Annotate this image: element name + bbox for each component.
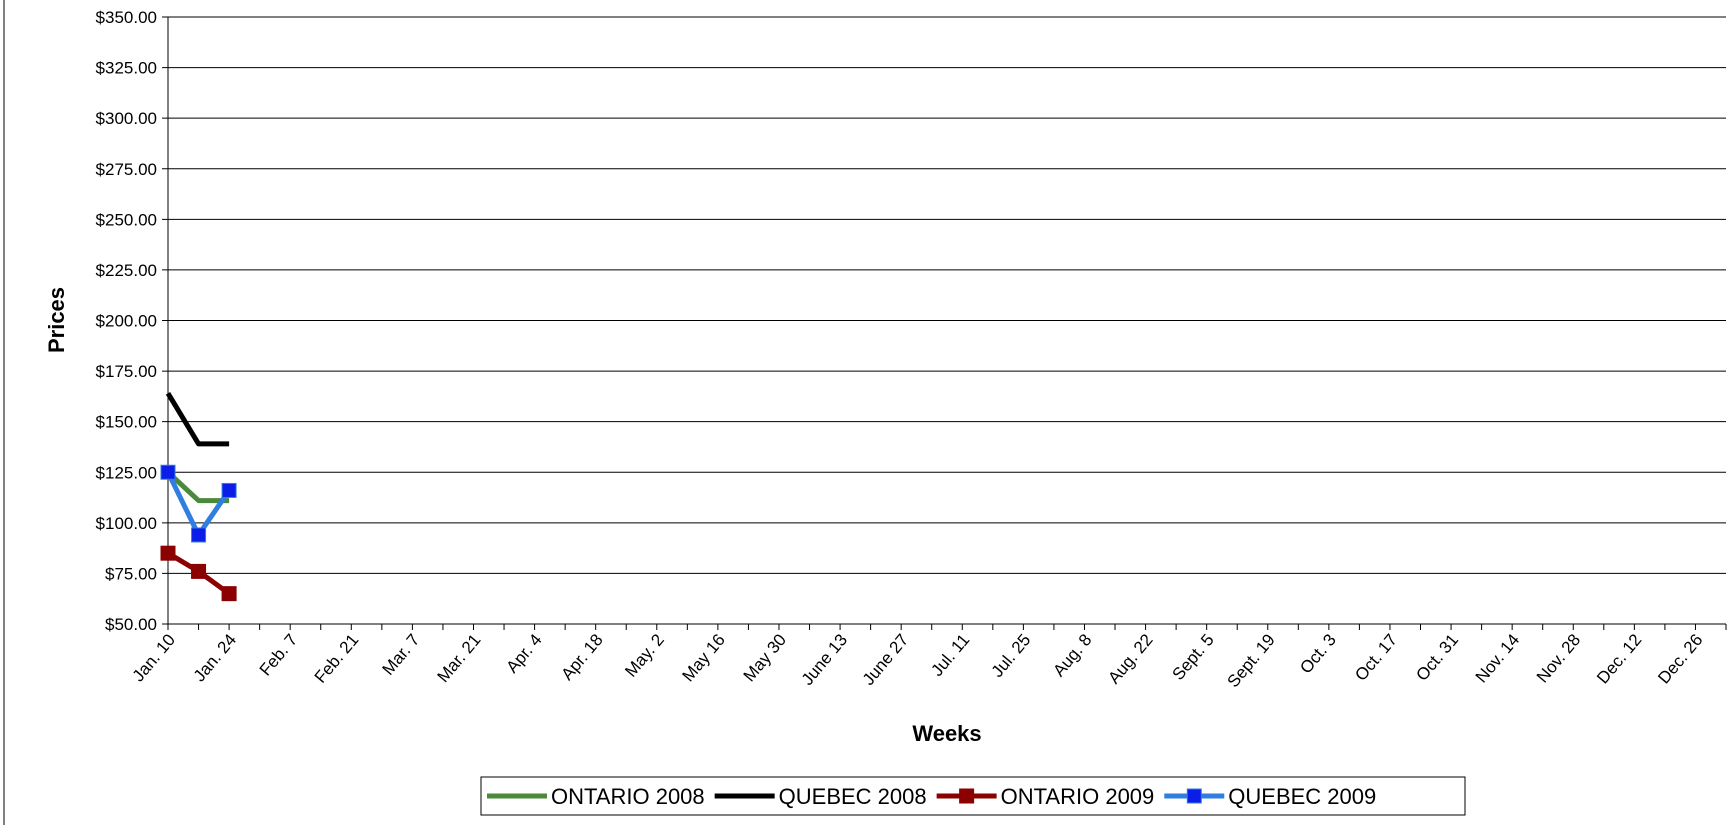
x-tick-label: Nov. 28 — [1533, 630, 1584, 686]
data-point-quebec-2009 — [221, 482, 237, 498]
series-layer — [160, 392, 237, 602]
y-axis-label: Prices — [44, 287, 69, 353]
x-axis: Jan. 10 Jan. 24 Feb. 7 Feb. 21 Mar. 7 Mar. 21… — [129, 623, 1727, 691]
y-tick-label: $125.00 — [96, 463, 157, 482]
x-tick-label: Dec. 26 — [1654, 630, 1706, 687]
y-tick-label: $225.00 — [96, 261, 157, 280]
x-axis-label: Weeks — [912, 721, 981, 746]
y-tick-label: $75.00 — [105, 564, 157, 583]
x-tick-label: Sept. 5 — [1169, 630, 1218, 683]
y-tick-label: $100.00 — [96, 514, 157, 533]
x-tick-label: Oct. 3 — [1296, 630, 1340, 677]
y-tick-label: $250.00 — [96, 210, 157, 229]
x-tick-label: Feb. 21 — [311, 630, 363, 686]
y-tick-label: $50.00 — [105, 615, 157, 634]
y-tick-label: $200.00 — [96, 312, 157, 331]
x-tick-label: Jan. 10 — [129, 630, 179, 685]
x-tick-label: June 13 — [798, 630, 851, 689]
y-tick-label: $325.00 — [96, 59, 157, 78]
x-tick-label: Apr. 18 — [558, 630, 607, 683]
legend: ONTARIO 2008 QUEBEC 2008 ONTARIO 2009 QUEBE… — [480, 776, 1466, 816]
x-tick-label: Mar. 21 — [434, 630, 485, 686]
x-tick-label: Oct. 17 — [1351, 630, 1401, 684]
data-point-ontario-2009 — [160, 545, 176, 561]
y-tick-label: $350.00 — [96, 8, 157, 27]
x-tick-label: Aug. 8 — [1049, 630, 1095, 680]
x-tick-label: Feb. 7 — [256, 630, 302, 679]
x-tick-label: June 27 — [859, 630, 912, 689]
y-tick-label: $150.00 — [96, 413, 157, 432]
data-point-quebec-2009 — [160, 464, 176, 480]
legend-label-quebec-2008: QUEBEC 2008 — [779, 784, 927, 809]
y-tick-label: $175.00 — [96, 362, 157, 381]
x-tick-label: Jan. 24 — [190, 630, 240, 685]
legend-marker-quebec-2009 — [1186, 788, 1202, 804]
x-tick-label: Sept. 19 — [1224, 630, 1279, 691]
x-tick-label: May 16 — [679, 630, 729, 685]
legend-label-quebec-2009: QUEBEC 2009 — [1228, 784, 1376, 809]
x-tick-label: Nov. 14 — [1472, 630, 1523, 686]
y-tick-label: $275.00 — [96, 160, 157, 179]
series-line-ontario-2008 — [166, 470, 230, 504]
legend-marker-ontario-2009 — [959, 788, 975, 804]
x-tick-label: Jul. 25 — [988, 630, 1035, 681]
gridlines — [162, 16, 1726, 625]
y-axis: $50.00 $75.00 $100.00 $125.00 $150.00 $175.00… — [96, 8, 169, 634]
x-tick-label: May. 2 — [621, 630, 668, 680]
x-tick-label: Aug. 22 — [1104, 630, 1156, 687]
legend-label-ontario-2008: ONTARIO 2008 — [551, 784, 705, 809]
x-tick-label: May 30 — [740, 630, 790, 685]
y-tick-label: $300.00 — [96, 109, 157, 128]
data-point-ontario-2009 — [191, 563, 207, 579]
series-line-quebec-2008 — [165, 392, 230, 447]
data-point-ontario-2009 — [221, 586, 237, 602]
x-tick-label: Apr. 4 — [503, 630, 546, 676]
x-tick-label: Jul. 11 — [927, 630, 973, 680]
data-point-quebec-2009 — [191, 527, 207, 543]
legend-label-ontario-2009: ONTARIO 2009 — [1001, 784, 1155, 809]
x-tick-label: Dec. 12 — [1593, 630, 1645, 687]
x-tick-label: Mar. 7 — [379, 630, 424, 678]
x-tick-label: Oct. 31 — [1412, 630, 1462, 684]
